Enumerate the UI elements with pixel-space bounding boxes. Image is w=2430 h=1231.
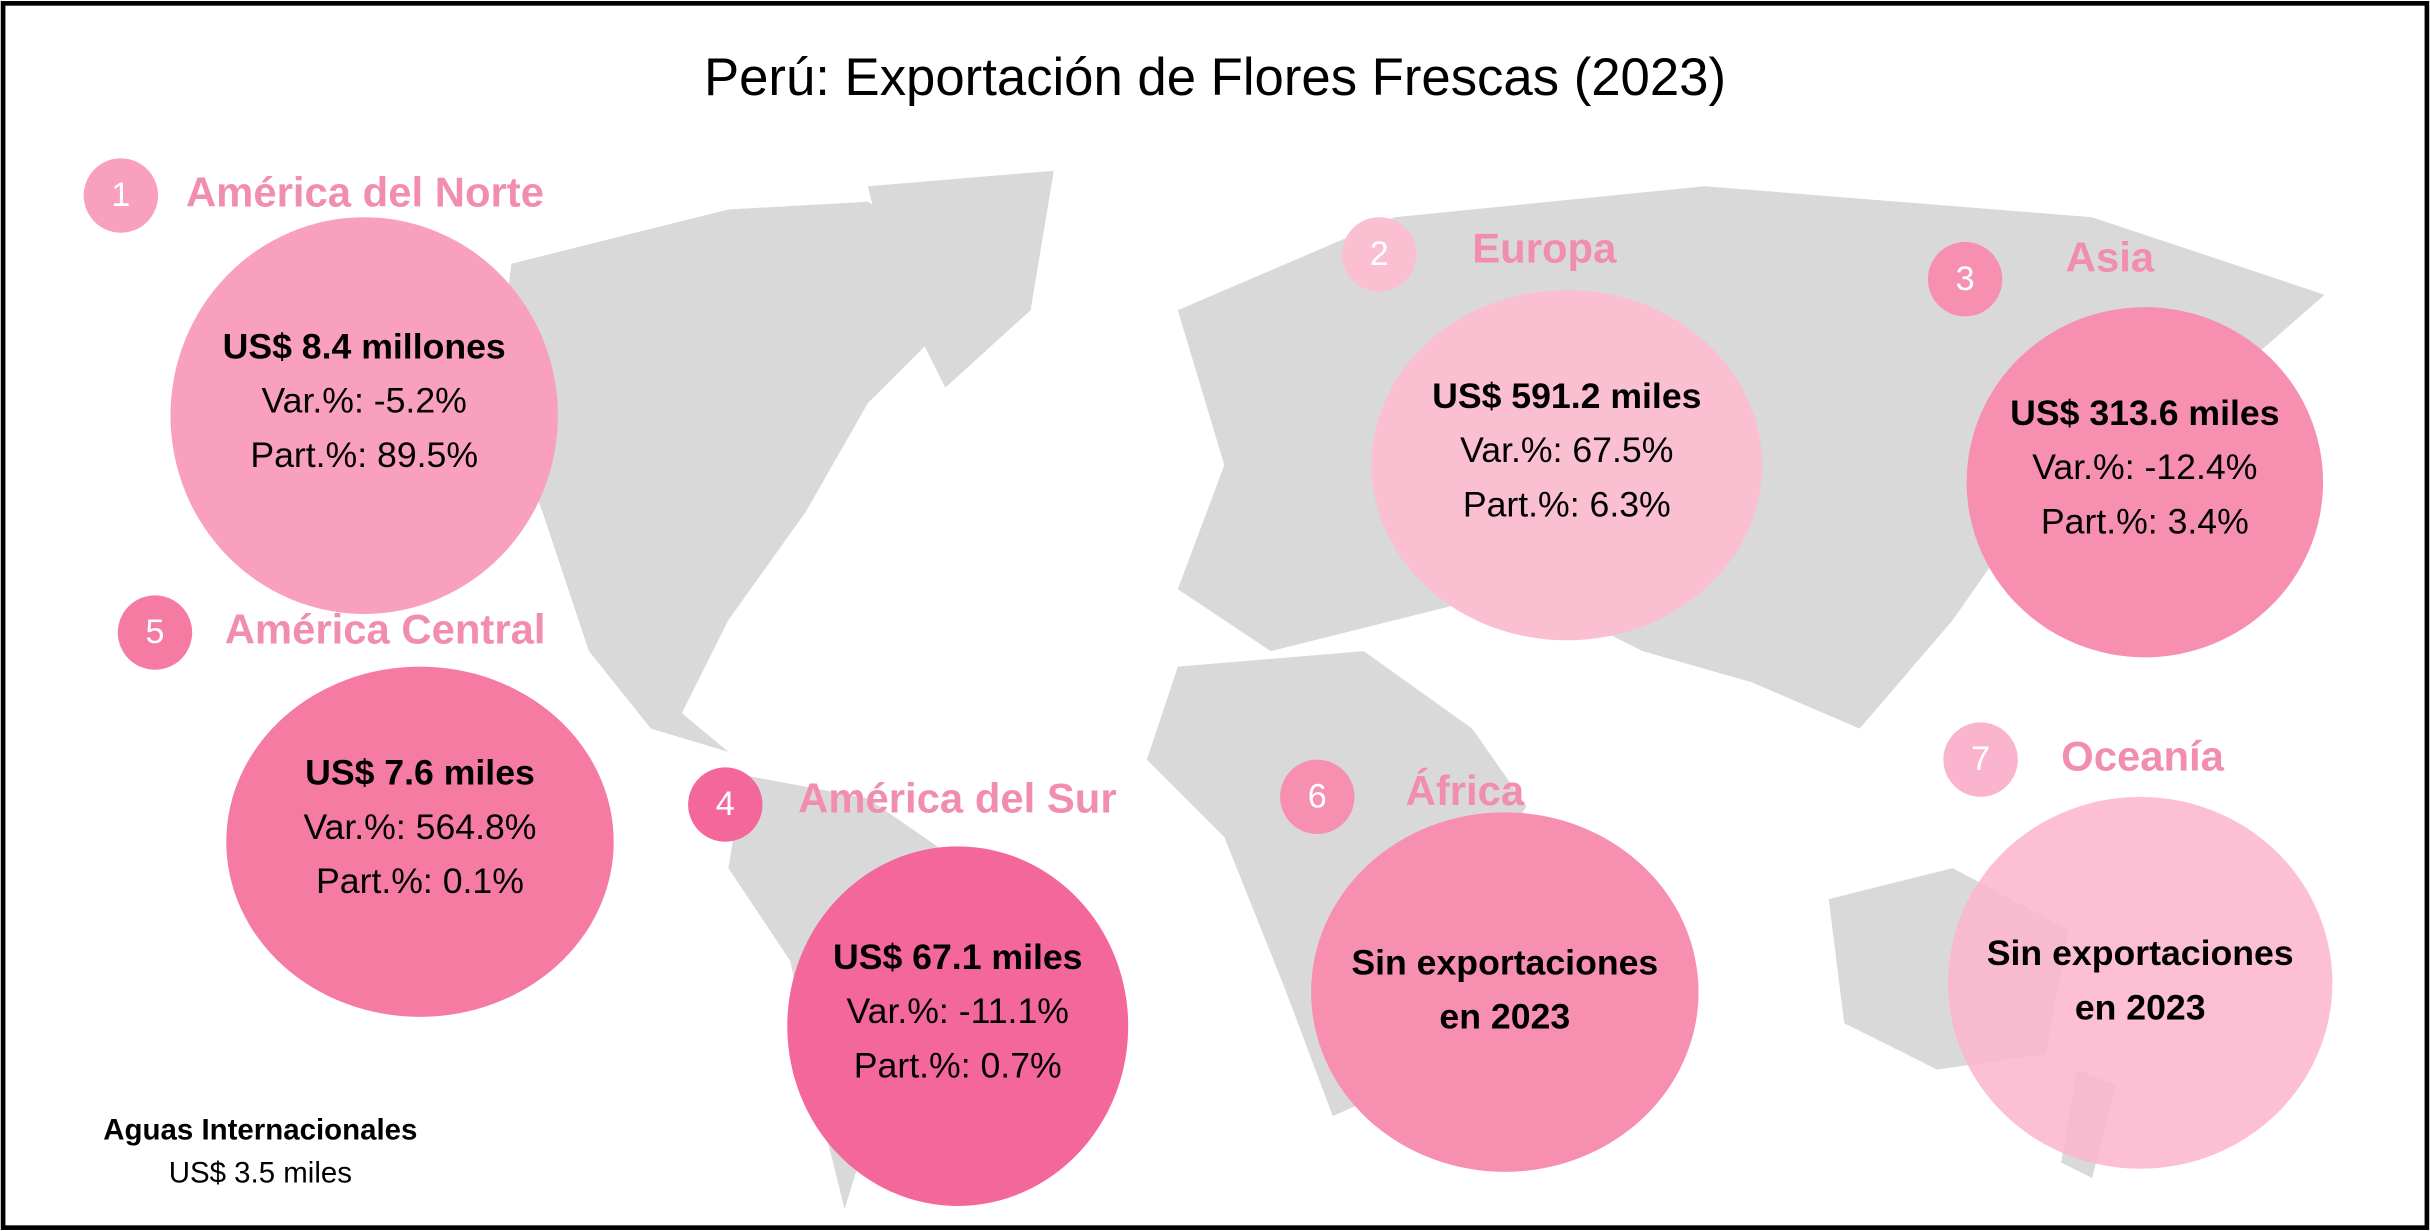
region-badge <box>1943 722 2018 797</box>
region-name: Oceanía <box>2061 733 2224 780</box>
region-badge <box>1280 759 1355 835</box>
region-bubble <box>1948 796 2333 1169</box>
region-line: Part.%: 0.1% <box>316 861 524 901</box>
region-badge <box>688 767 763 842</box>
region-bubble <box>1371 290 1763 641</box>
region-line: Part.%: 3.4% <box>2041 501 2249 541</box>
region-name: América del Sur <box>798 775 1117 822</box>
region-name: América Central <box>225 606 546 653</box>
region-line: Sin exportaciones <box>1987 933 2294 973</box>
footer-label: Aguas Internacionales <box>103 1113 417 1146</box>
region-name: Europa <box>1472 224 1617 271</box>
region-bubble <box>170 217 558 614</box>
region-line: en 2023 <box>1439 997 1570 1037</box>
region-badge <box>1927 242 2003 317</box>
region-badge <box>117 595 193 670</box>
region-badge <box>83 158 159 233</box>
region-number: 6 <box>1308 777 1327 815</box>
region-number: 2 <box>1370 235 1389 273</box>
footer-value: US$ 3.5 miles <box>169 1157 352 1190</box>
region-line: Var.%: 564.8% <box>303 807 536 847</box>
region-number: 4 <box>716 785 735 823</box>
region-line: en 2023 <box>2075 987 2206 1027</box>
region-bubble <box>226 666 614 1017</box>
region-line: Var.%: -11.1% <box>847 991 1069 1031</box>
region-name: Asia <box>2066 234 2155 281</box>
region-number: 3 <box>1956 260 1975 298</box>
region-name: América del Norte <box>186 169 544 216</box>
region-bubble <box>1966 307 2324 658</box>
region-line: US$ 591.2 miles <box>1432 376 1701 416</box>
region-number: 1 <box>111 176 130 214</box>
region-line: US$ 313.6 miles <box>2010 393 2279 433</box>
region-line: Var.%: 67.5% <box>1460 430 1673 470</box>
region-line: Sin exportaciones <box>1351 942 1658 982</box>
region-line: Var.%: -12.4% <box>2032 447 2257 487</box>
region-line: Part.%: 89.5% <box>250 435 478 475</box>
title: Perú: Exportación de Flores Frescas (202… <box>704 48 1726 107</box>
region-line: US$ 7.6 miles <box>305 753 535 793</box>
region-badge <box>1342 217 1417 292</box>
region-number: 7 <box>1971 740 1990 778</box>
region-line: Part.%: 6.3% <box>1463 484 1671 524</box>
region-line: US$ 67.1 miles <box>833 937 1083 977</box>
region-line: Var.%: -5.2% <box>262 381 467 421</box>
region-bubble <box>1311 812 1699 1172</box>
region-line: Part.%: 0.7% <box>854 1045 1062 1085</box>
region-line: US$ 8.4 millones <box>223 326 506 366</box>
region-bubble <box>787 846 1129 1206</box>
region-name: África <box>1406 767 1525 814</box>
region-number: 5 <box>145 613 164 651</box>
